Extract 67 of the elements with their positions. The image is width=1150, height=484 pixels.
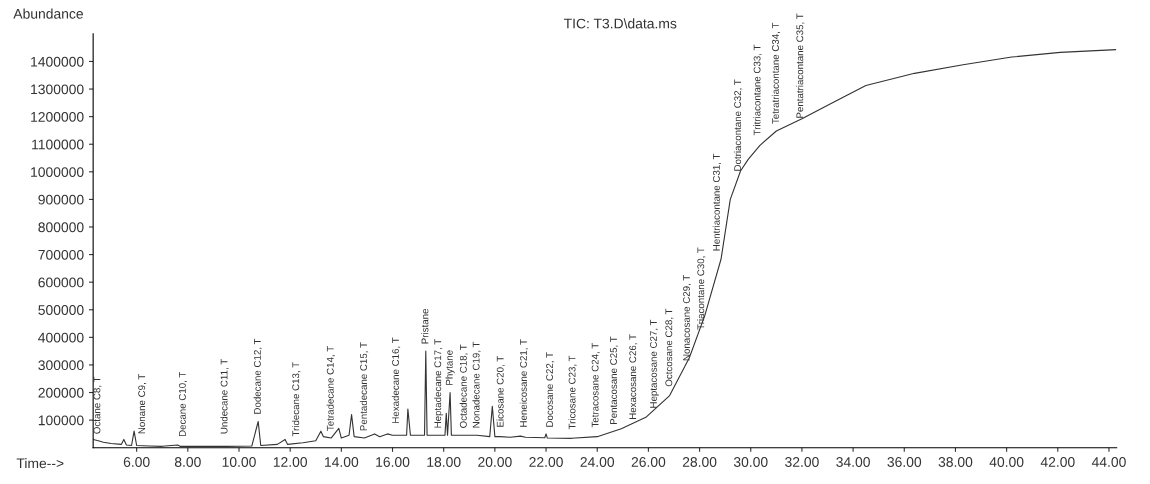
y-tick-label: 300000	[38, 360, 84, 371]
y-tick-label: 1200000	[31, 111, 84, 122]
x-tick-label: 20.00	[478, 457, 512, 467]
annotation: Pentadecane C15, T	[359, 342, 369, 431]
annotation: Hexadecane C16, T	[391, 337, 401, 423]
x-tick-label: 34.00	[836, 457, 870, 467]
y-tick-label: 200000	[38, 387, 84, 398]
x-tick-label: 22.00	[529, 457, 563, 467]
annotation: Undecane C11, T	[220, 359, 229, 434]
annotation: Pentacosane C25, T	[610, 336, 619, 424]
annotation: Heptadecane C17, T	[434, 339, 444, 428]
annotation: Eicosane C20, T	[496, 356, 505, 427]
x-tick-label: 18.00	[427, 457, 461, 467]
y-tick-label: 1300000	[31, 84, 84, 95]
x-tick-label: 6.00	[123, 457, 150, 467]
x-tick-label: 26.00	[631, 457, 666, 467]
annotation: Tridecane C13, T	[292, 362, 301, 437]
y-tick-label: 1400000	[31, 56, 84, 67]
annotation: Tetratriacontane C34, T	[771, 22, 781, 124]
annotation: Tetracosane C24, T	[591, 343, 600, 428]
y-axis-title: Abundance	[13, 8, 83, 19]
annotation: Pentatriacontane C35, T	[796, 13, 805, 118]
x-axis-title: Time-->	[16, 458, 64, 469]
annotation: Docosane C22, T	[546, 352, 555, 427]
annotation: Dodecane C12, T	[253, 338, 262, 414]
annotation: Hexacosane C26, T	[629, 334, 638, 419]
annotation: Nonacosane C29, T	[683, 274, 692, 361]
annotation: Octcosane C28, T	[665, 308, 674, 387]
x-tick-label: 30.00	[733, 457, 768, 467]
annotation: Tricosane C23, T	[568, 355, 577, 430]
x-tick-label: 38.00	[938, 457, 973, 467]
y-tick-label: 1100000	[32, 139, 84, 150]
annotation: Pristane	[421, 308, 429, 344]
y-tick-label: 700000	[38, 249, 84, 260]
x-tick-label: 42.00	[1040, 457, 1075, 467]
y-tick-label: 800000	[38, 222, 84, 233]
y-tick-label: 900000	[38, 194, 84, 205]
y-tick-label: 400000	[38, 332, 84, 343]
x-tick-label: 40.00	[989, 457, 1024, 467]
annotation: Heptacosane C27, T	[650, 319, 659, 408]
annotation: Dotriacontane C32, T	[733, 79, 743, 171]
annotation: Heneicosane C21, T	[519, 339, 529, 427]
x-tick-label: 10.00	[222, 457, 256, 467]
x-tick-label: 14.00	[325, 457, 359, 467]
x-tick-label: 24.00	[580, 457, 615, 467]
annotation: Octane C8, T	[93, 376, 102, 434]
x-tick-label: 28.00	[682, 457, 717, 467]
x-tick-label: 36.00	[887, 457, 922, 467]
annotation: Decane C10, T	[178, 371, 187, 437]
annotation: Nonane C9, T	[138, 374, 147, 434]
annotation: Octadecane C18, T	[459, 344, 468, 428]
annotation: Phytane	[445, 350, 455, 385]
y-tick-label: 500000	[38, 305, 84, 315]
x-tick-label: 32.00	[785, 457, 819, 467]
x-tick-label: 16.00	[376, 457, 410, 467]
annotation: Tritriacontane C33, T	[753, 44, 762, 136]
y-tick-label: 600000	[38, 277, 84, 288]
y-tick-label: 100000	[38, 415, 84, 426]
annotation: Tetradecane C14, T	[326, 346, 335, 431]
chart-title: TIC: T3.D\data.ms	[563, 18, 677, 29]
annotation: Nonadecane C19, T	[472, 341, 481, 428]
x-tick-label: 12.00	[273, 457, 308, 467]
annotation: Hentriacontane C31, T	[712, 153, 721, 251]
x-tick-label: 8.00	[174, 457, 201, 467]
y-tick-label: 1000000	[31, 167, 84, 177]
annotation: Triacontane C30, T	[697, 247, 706, 330]
x-tick-label: 44.00	[1091, 457, 1126, 467]
